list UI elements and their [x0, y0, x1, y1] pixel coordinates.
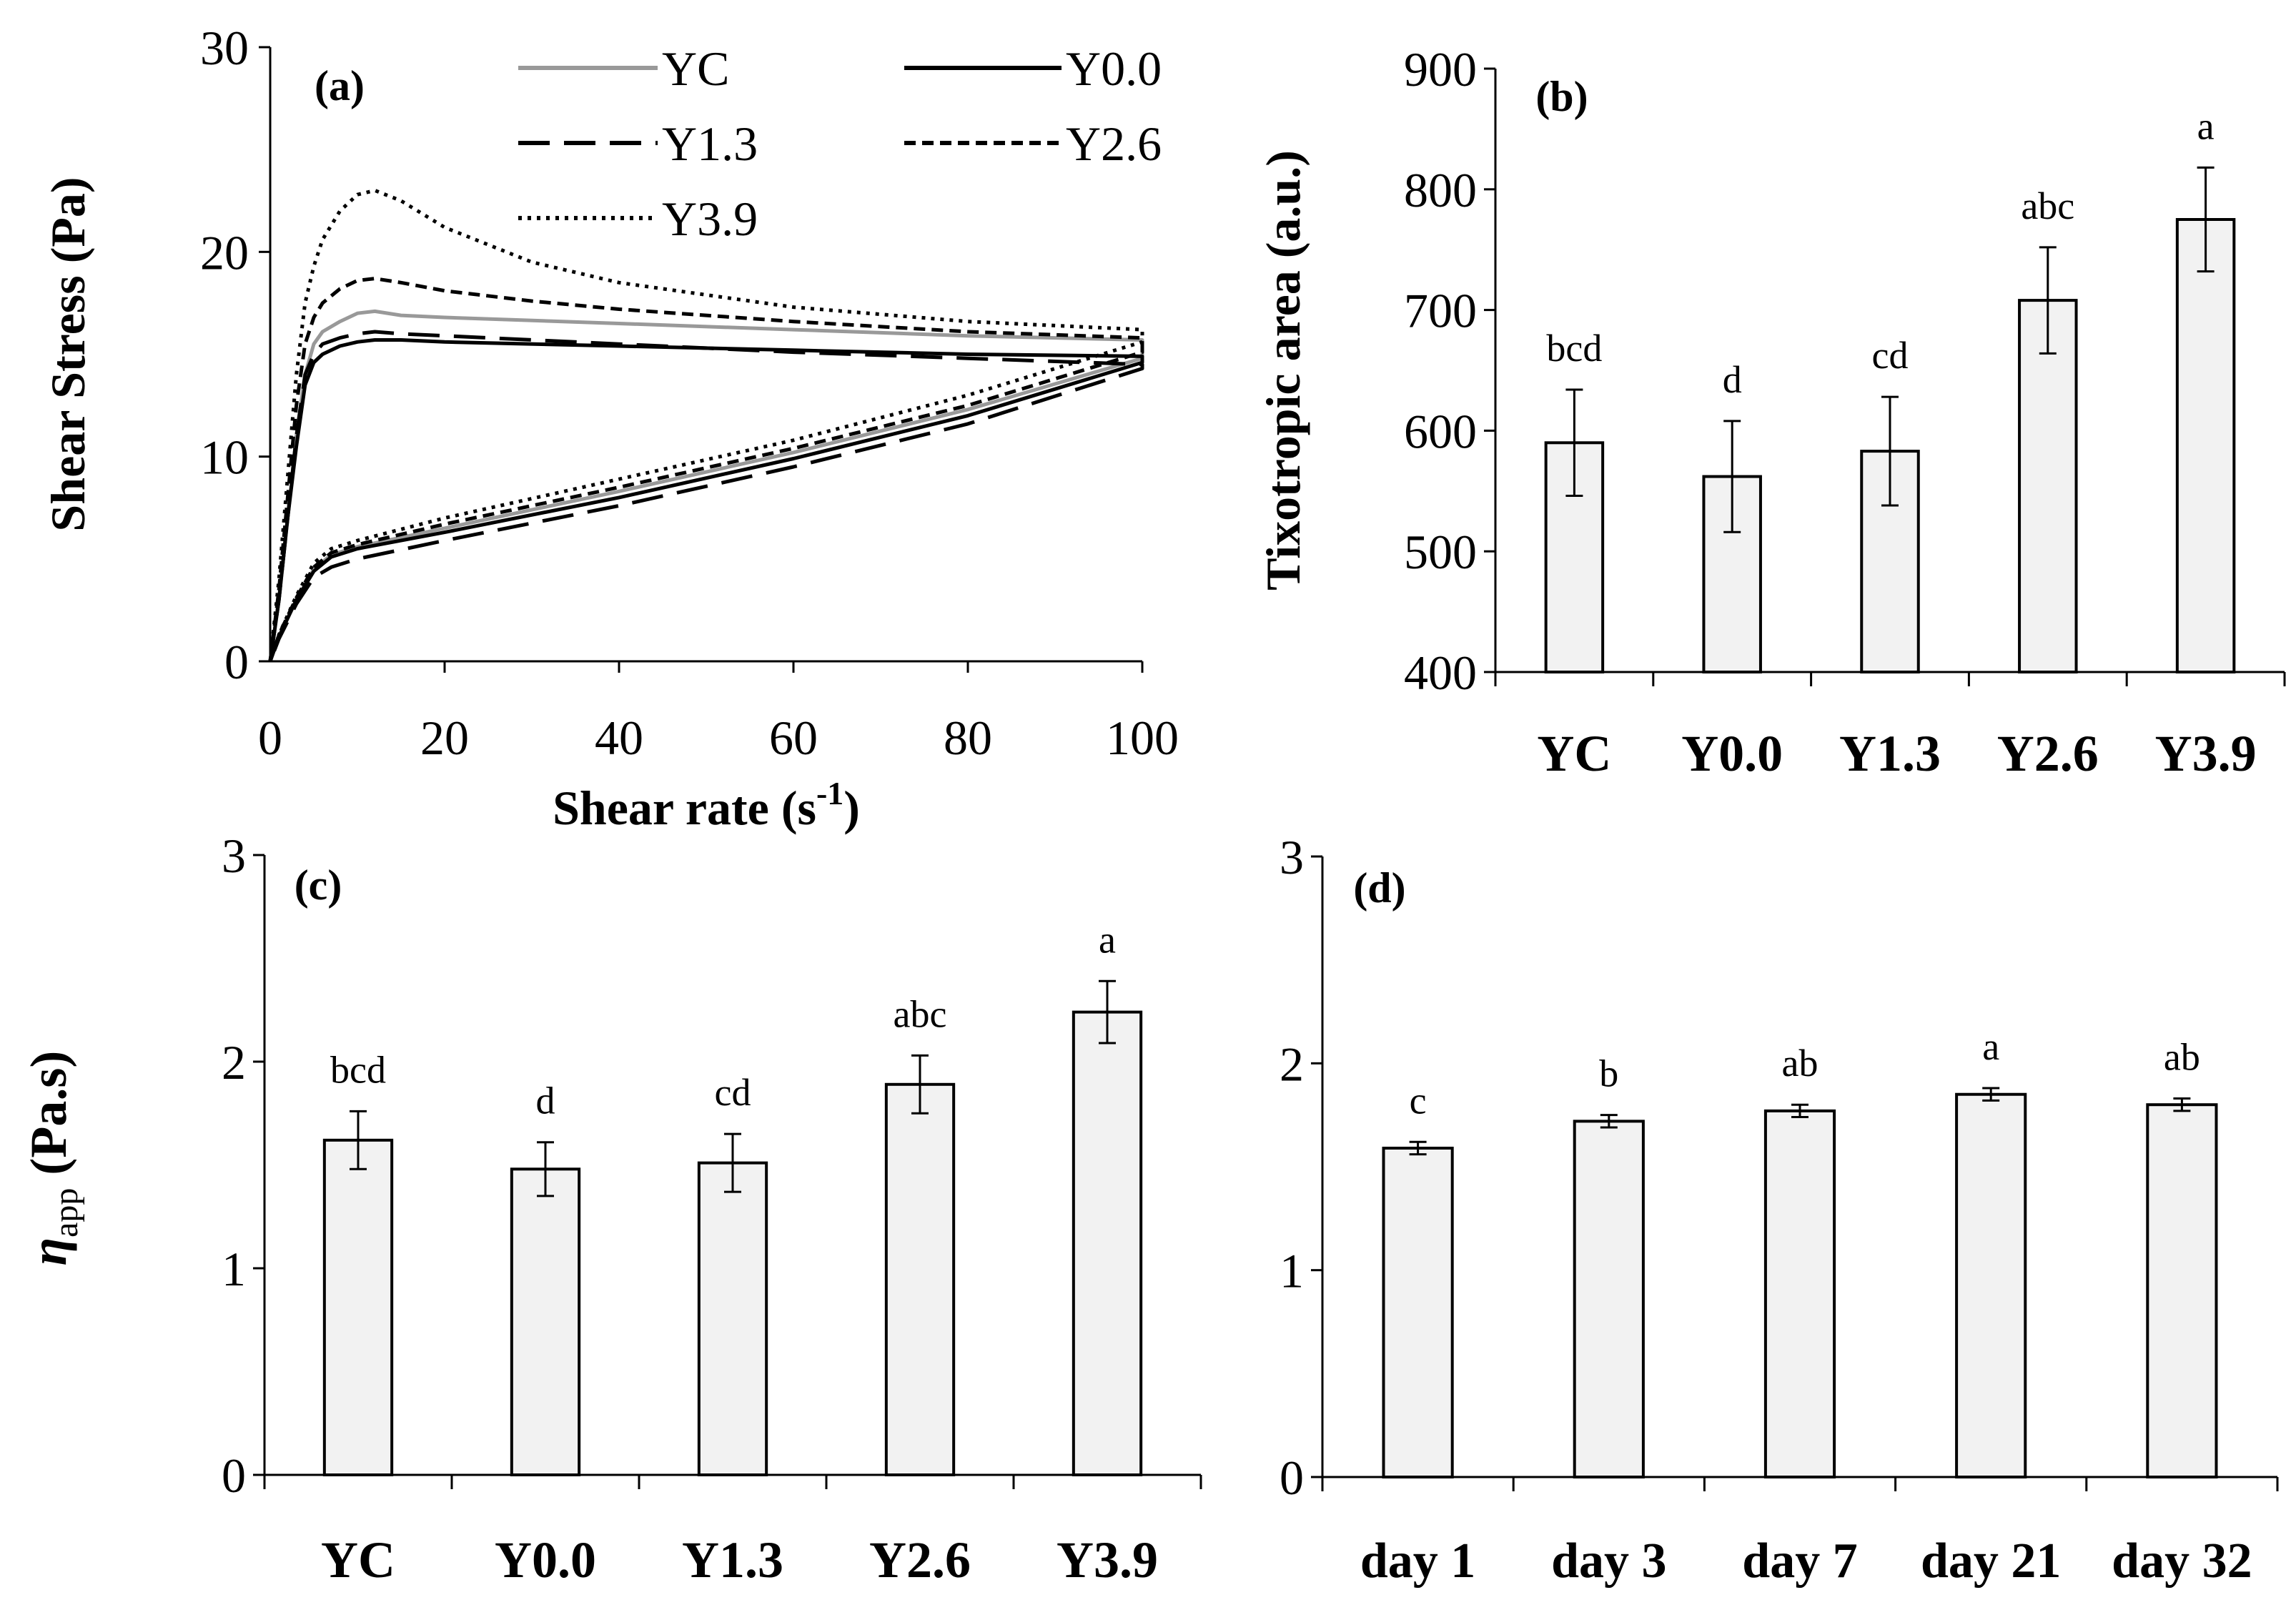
x-tick-label: 40: [595, 711, 643, 765]
y-tick-label: 600: [1404, 404, 1477, 458]
y-tick-label: 0: [222, 1448, 246, 1503]
panel-label: (a): [315, 62, 365, 109]
y-tick-label: 20: [200, 225, 249, 280]
panel-label: (b): [1535, 73, 1588, 120]
bar-y2-6: [2018, 299, 2078, 673]
y-tick-label: 10: [200, 430, 249, 485]
y-tick-label: 3: [1280, 830, 1304, 884]
panel-label: (d): [1353, 864, 1405, 912]
panel-b: 400 500 600 700 800 900 bcd YC d Y0.0 cd Y1.3 abc Y2.…: [1256, 42, 2286, 782]
significance-letter: a: [1982, 1025, 1999, 1068]
significance-letter: bcd: [1546, 327, 1602, 370]
y-axis-title: Tixotropic area (a.u.): [1256, 150, 1310, 591]
y-tick-label: 700: [1404, 284, 1477, 338]
category-label: day 1: [1360, 1534, 1475, 1589]
category-label: day 21: [1921, 1534, 2061, 1589]
x-axis-title-sup: -1: [816, 775, 843, 811]
category-label: day 3: [1551, 1534, 1666, 1589]
legend-label: Y0.0: [1066, 41, 1162, 96]
bar-y3-9: [2175, 218, 2236, 673]
y-tick-label: 2: [1280, 1037, 1304, 1091]
x-tick-label: 80: [944, 711, 992, 765]
series-line-y2-6: [268, 277, 1144, 662]
series-line-y3-9: [268, 188, 1144, 662]
bar-y2-6: [884, 1082, 956, 1477]
category-label: Y2.6: [1997, 725, 2099, 782]
significance-letter: a: [1099, 918, 1116, 961]
category-label: Y2.6: [869, 1531, 971, 1589]
legend-label: Y2.6: [1066, 117, 1162, 171]
legend-label: Y3.9: [662, 192, 758, 246]
category-label: day 7: [1742, 1534, 1857, 1589]
category-label: Y1.3: [1839, 725, 1941, 782]
significance-letter: abc: [894, 992, 947, 1035]
y-tick-label: 2: [222, 1035, 246, 1090]
y-tick-label: 800: [1404, 163, 1477, 217]
significance-letter: abc: [2021, 184, 2074, 227]
x-axis-title-main: Shear rate (s: [553, 781, 816, 835]
category-label: day 32: [2112, 1534, 2252, 1589]
x-tick-label: 60: [769, 711, 818, 765]
panel-label: (c): [295, 861, 342, 909]
y-tick-label: 30: [200, 21, 249, 75]
y-axis-title: ηapp (Pa.s): [20, 1051, 85, 1266]
significance-letter: a: [2197, 104, 2215, 147]
bar-yc: [1544, 441, 1605, 674]
bar-day-21: [1955, 1092, 2027, 1478]
y-tick-label: 0: [224, 635, 249, 689]
significance-letter: cd: [715, 1071, 751, 1114]
x-axis-title: Shear rate (s-1): [553, 775, 860, 835]
significance-letter: d: [536, 1080, 555, 1122]
y-axis-title-unit: (Pa.s): [20, 1051, 77, 1188]
bar-day-3: [1573, 1120, 1645, 1478]
bar-day-32: [2146, 1103, 2218, 1478]
y-axis-title-eta: η: [20, 1238, 77, 1266]
y-tick-label: 400: [1404, 646, 1477, 700]
bar-y3-9: [1072, 1010, 1143, 1476]
significance-letter: bcd: [330, 1048, 386, 1091]
y-tick-label: 500: [1404, 525, 1477, 579]
x-tick-label: 100: [1106, 711, 1179, 765]
category-label: Y0.0: [1681, 725, 1783, 782]
category-label: YC: [1537, 725, 1611, 782]
significance-letter: cd: [1872, 334, 1909, 377]
x-axis-title-end: ): [843, 781, 860, 835]
y-tick-label: 900: [1404, 42, 1477, 97]
category-label: YC: [321, 1531, 395, 1589]
category-label: Y3.9: [2155, 725, 2257, 782]
x-tick-label: 0: [258, 711, 282, 765]
significance-letter: d: [1723, 358, 1742, 401]
y-axis-title: Shear Stress (Pa): [41, 177, 95, 531]
panel-d: 0 1 2 3 c day 1 b day 3 ab day 7 a day 21 ab day 32 (d…: [1280, 830, 2279, 1589]
series-line-y1-3: [268, 330, 1144, 662]
y-tick-label: 0: [1280, 1451, 1304, 1505]
y-tick-label: 3: [222, 829, 246, 883]
category-label: Y0.0: [495, 1531, 596, 1589]
panel-c: 0 1 2 3 bcd YC d Y0.0 cd Y1.3 abc Y2.6 a Y3.9 (c) ηapp …: [20, 829, 1202, 1589]
x-tick-label: 20: [420, 711, 469, 765]
significance-letter: ab: [2164, 1036, 2200, 1079]
y-tick-label: 1: [1280, 1244, 1304, 1298]
category-label: Y1.3: [682, 1531, 783, 1589]
significance-letter: ab: [1782, 1042, 1819, 1085]
category-label: Y3.9: [1057, 1531, 1158, 1589]
significance-letter: b: [1599, 1052, 1618, 1095]
bar-y1-3: [697, 1161, 768, 1476]
significance-letter: c: [1410, 1079, 1427, 1122]
series-line-y0-0: [268, 338, 1144, 662]
y-axis-title-sub: app: [47, 1188, 85, 1238]
bar-yc: [322, 1138, 394, 1476]
bar-day-7: [1763, 1109, 1836, 1478]
legend-label: Y1.3: [662, 117, 758, 171]
legend-label: YC: [662, 41, 729, 96]
y-tick-label: 1: [222, 1242, 246, 1296]
bar-day-1: [1382, 1146, 1454, 1478]
bar-y0-0: [510, 1167, 581, 1477]
